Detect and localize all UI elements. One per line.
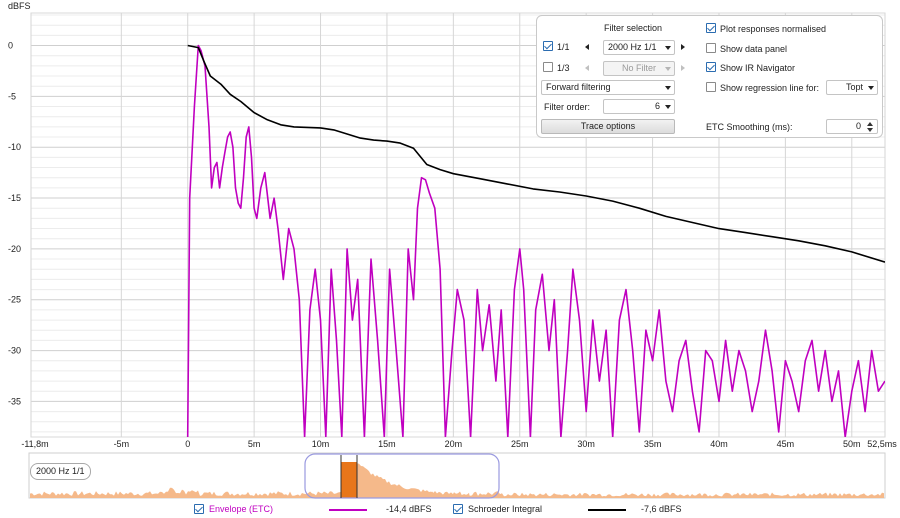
band-1-1-prev-arrow-icon[interactable] (585, 44, 589, 50)
y-tick-label: 0 (8, 41, 13, 51)
envelope-etc-line (186, 44, 885, 437)
band-1-1-select[interactable]: 2000 Hz 1/1 (603, 40, 675, 55)
spin-down-icon[interactable] (867, 128, 873, 132)
regression-value: Topt (845, 82, 863, 92)
chevron-down-icon (665, 46, 671, 50)
band-1-1-checkbox[interactable] (543, 41, 553, 51)
schroeder-legend-swatch (588, 509, 626, 511)
show-regression-label: Show regression line for: (720, 83, 820, 93)
y-tick-label: -5 (8, 91, 16, 101)
etc-smoothing-label: ETC Smoothing (ms): (706, 122, 793, 132)
x-tick-label: 52,5ms (867, 439, 897, 449)
y-tick-label: -30 (8, 346, 21, 356)
show-ir-navigator-label: Show IR Navigator (720, 63, 796, 73)
x-tick-label: 15m (378, 439, 396, 449)
navigator-peak-highlight (341, 462, 357, 498)
x-tick-label: 40m (710, 439, 728, 449)
schroeder-integral-line (187, 44, 885, 263)
navigator-filter-label: 2000 Hz 1/1 (30, 463, 91, 480)
band-1-3-next-arrow-icon[interactable] (681, 65, 685, 71)
navigator-decay-fill (341, 462, 470, 498)
filter-selection-heading: Filter selection (604, 23, 663, 33)
schroeder-legend-value: -7,6 dBFS (641, 504, 682, 514)
x-tick-label: 35m (644, 439, 662, 449)
filter-order-select[interactable]: 6 (603, 99, 675, 114)
etc-smoothing-spinner[interactable]: 0 (826, 119, 878, 134)
x-tick-label: 20m (445, 439, 463, 449)
plot-normalised-checkbox[interactable] (706, 23, 716, 33)
y-tick-label: -25 (8, 295, 21, 305)
grid (30, 13, 886, 437)
filtering-mode-select[interactable]: Forward filtering (541, 80, 675, 95)
y-axis-label: dBFS (8, 1, 31, 11)
show-ir-navigator-checkbox[interactable] (706, 62, 716, 72)
x-tick-label: 5m (248, 439, 261, 449)
band-1-1-label: 1/1 (557, 42, 570, 52)
filter-order-value: 6 (654, 101, 660, 111)
y-axis: 0 -5 -10 -15 -20 -25 -30 -35 (8, 41, 21, 407)
y-tick-label: -20 (8, 244, 21, 254)
show-data-panel-checkbox[interactable] (706, 43, 716, 53)
filtering-mode-value: Forward filtering (546, 82, 611, 92)
x-tick-label: 25m (511, 439, 529, 449)
plot-normalised-label: Plot responses normalised (720, 24, 827, 34)
filter-options-panel: Filter selection 1/1 2000 Hz 1/1 1/3 No … (536, 15, 883, 138)
band-1-3-select[interactable]: No Filter (603, 61, 675, 76)
regression-select[interactable]: Topt (826, 80, 878, 95)
y-tick-label: -15 (8, 193, 21, 203)
show-regression-checkbox[interactable] (706, 82, 716, 92)
navigator-noise-fill (30, 487, 884, 498)
chevron-down-icon (868, 86, 874, 90)
etc-smoothing-value: 0 (855, 121, 861, 131)
spin-up-icon[interactable] (867, 122, 873, 126)
ir-navigator[interactable] (28, 452, 886, 499)
x-axis: -11,8m -5m 0 5m 10m 15m 20m 25m 30m 35m 40m 45m 50m 5… (21, 439, 897, 449)
envelope-legend-swatch (329, 509, 367, 511)
envelope-legend-checkbox[interactable] (194, 504, 204, 514)
x-tick-label: -5m (114, 439, 130, 449)
trace-options-button[interactable]: Trace options (541, 119, 675, 134)
chevron-down-icon (665, 86, 671, 90)
show-data-panel-label: Show data panel (720, 44, 788, 54)
x-tick-label: 0 (185, 439, 190, 449)
x-tick-label: 10m (312, 439, 330, 449)
band-1-3-checkbox[interactable] (543, 62, 553, 72)
band-1-1-select-value: 2000 Hz 1/1 (608, 42, 657, 52)
series-layer (186, 44, 885, 437)
band-1-1-next-arrow-icon[interactable] (681, 44, 685, 50)
envelope-legend-value: -14,4 dBFS (386, 504, 432, 514)
x-tick-label: 30m (577, 439, 595, 449)
y-tick-label: -35 (8, 396, 21, 406)
schroeder-legend-checkbox[interactable] (453, 504, 463, 514)
chevron-down-icon (665, 67, 671, 71)
filter-order-label: Filter order: (544, 102, 591, 112)
y-tick-label: -10 (8, 142, 21, 152)
schroeder-legend-label: Schroeder Integral (468, 504, 543, 514)
x-tick-label: -11,8m (21, 439, 48, 449)
envelope-legend-label: Envelope (ETC) (209, 504, 274, 514)
band-1-3-label: 1/3 (557, 63, 570, 73)
navigator-selection-window[interactable] (304, 453, 500, 499)
band-1-3-prev-arrow-icon[interactable] (585, 65, 589, 71)
x-tick-label: 50m (843, 439, 861, 449)
x-tick-label: 45m (777, 439, 795, 449)
band-1-3-select-value: No Filter (621, 63, 656, 73)
chevron-down-icon (665, 105, 671, 109)
